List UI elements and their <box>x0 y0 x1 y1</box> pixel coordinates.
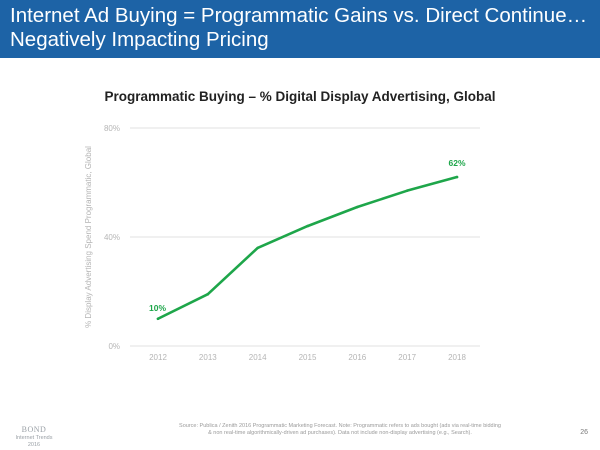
slide-title: Internet Ad Buying = Programmatic Gains … <box>10 4 588 51</box>
data-point <box>156 317 160 321</box>
data-point <box>256 246 259 250</box>
x-tick-label: 2012 <box>149 353 167 362</box>
header-bar: Internet Ad Buying = Programmatic Gains … <box>0 0 600 58</box>
y-axis-label: % Display Advertising Spend Programmatic… <box>84 146 93 328</box>
chart-title: Programmatic Buying – % Digital Display … <box>104 89 496 104</box>
data-label: 62% <box>448 158 465 168</box>
data-point <box>356 205 359 209</box>
logo-subtitle-line-1: Internet Trends <box>15 435 53 441</box>
data-point <box>455 175 459 179</box>
logo-subtitle: Internet Trends 2016 <box>8 435 60 449</box>
x-tick-label: 2016 <box>348 353 366 362</box>
y-tick-label: 80% <box>104 124 120 133</box>
series-line <box>156 175 459 321</box>
x-tick-label: 2015 <box>299 353 317 362</box>
bond-logo: BOND <box>21 425 47 434</box>
page-number: 26 <box>580 429 588 436</box>
source-line-1: Source: Publica / Zenith 2016 Programmat… <box>179 423 501 429</box>
y-tick-label: 40% <box>104 233 120 242</box>
logo-subtitle-line-2: 2016 <box>27 442 41 448</box>
data-label: 10% <box>149 303 166 313</box>
source-line-2: & non real-time algorithmically-driven a… <box>208 430 472 436</box>
x-tick-label: 2017 <box>398 353 416 362</box>
source-note: Source: Publica / Zenith 2016 Programmat… <box>140 423 540 437</box>
data-point <box>206 292 210 296</box>
x-tick-label: 2014 <box>249 353 267 362</box>
y-tick-label: 0% <box>108 342 120 351</box>
data-point <box>405 189 409 192</box>
data-point <box>306 224 309 228</box>
x-tick-label: 2013 <box>199 353 217 362</box>
x-tick-label: 2018 <box>448 353 466 362</box>
